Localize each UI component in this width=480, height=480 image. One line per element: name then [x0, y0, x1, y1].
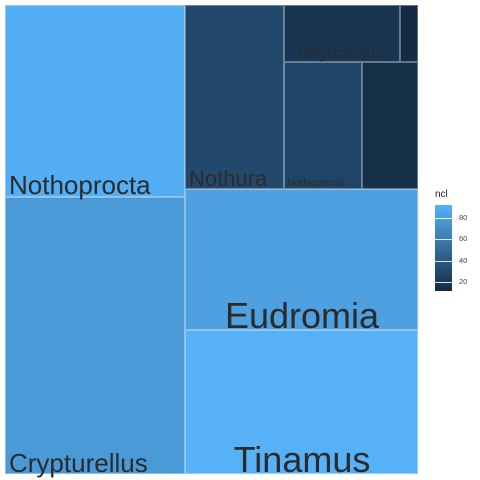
legend-tick-label: 80: [459, 212, 468, 222]
treemap-tile: [185, 330, 418, 474]
legend-tick-label: 20: [459, 277, 468, 287]
tile-label: Nothura: [189, 166, 268, 192]
treemap-tile: [284, 5, 400, 62]
tile-label: Nothoprocta: [9, 169, 151, 200]
treemap-tile: [185, 189, 418, 330]
tile-label: Eudromia: [224, 294, 380, 336]
treemap-tile: [400, 5, 418, 62]
legend-tick-mark: [435, 217, 452, 219]
treemap-tile: [362, 62, 418, 189]
tile-label: Crypturellus: [9, 447, 148, 478]
legend-title: ncl: [435, 189, 448, 200]
legend-tick-mark: [435, 282, 452, 284]
treemap-tile: [5, 5, 185, 197]
legend-tick-mark: [435, 239, 452, 241]
treemap-tile: [185, 5, 284, 189]
legend-tick-label: 40: [459, 255, 468, 265]
treemap-tile: [284, 62, 362, 189]
tile-label: Rhynchotus: [298, 44, 384, 62]
legend-tick-label: 60: [459, 234, 468, 244]
tile-label: Tinamus: [233, 438, 371, 480]
legend-tick-mark: [435, 260, 452, 262]
legend-colorbar: [435, 205, 452, 291]
tile-label: Nothocercus: [287, 176, 346, 189]
treemap-tile: [5, 197, 185, 474]
